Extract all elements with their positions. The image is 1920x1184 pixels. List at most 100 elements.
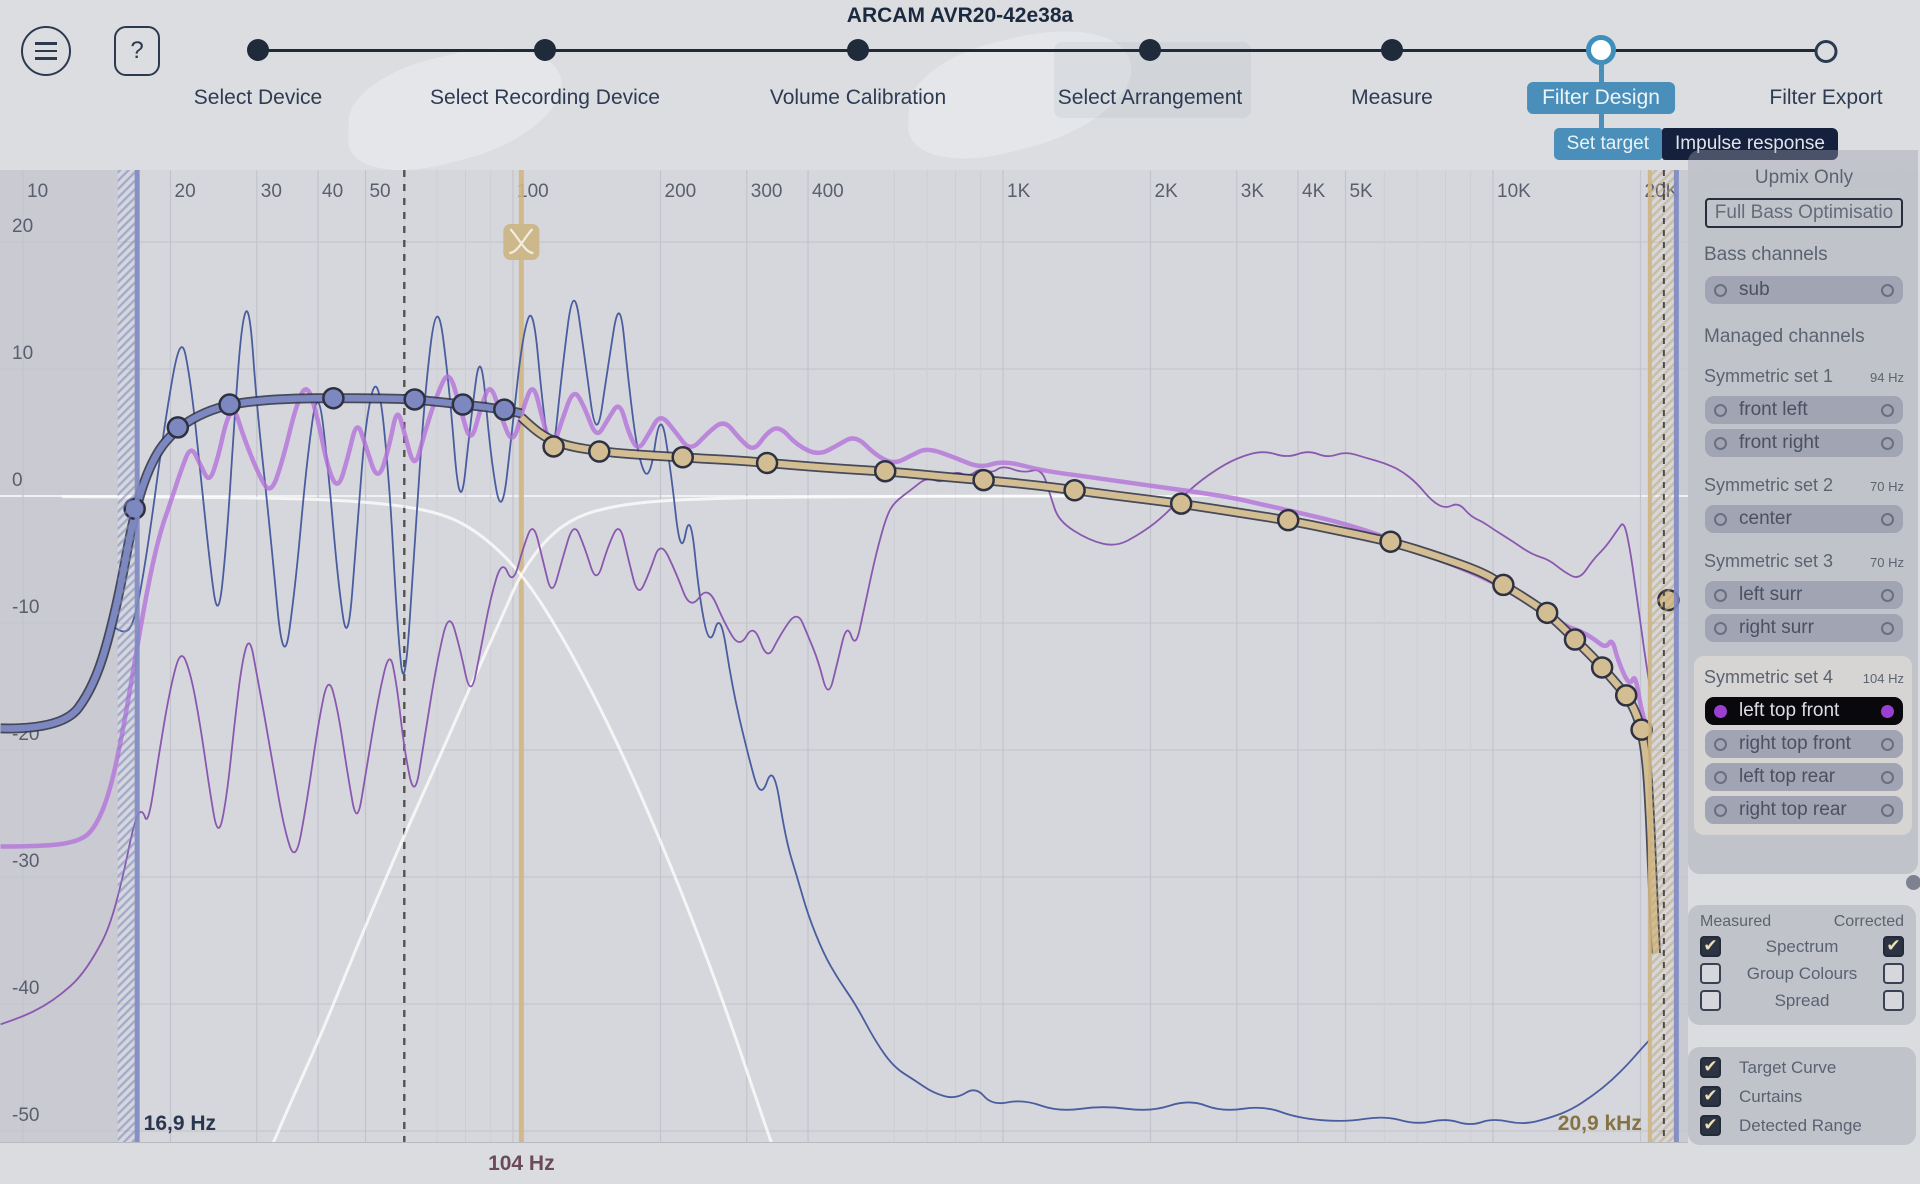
scrollbar-thumb[interactable] [1906, 875, 1920, 890]
right-curtain-hatch[interactable] [1651, 170, 1676, 1143]
target-handle[interactable] [1535, 601, 1559, 625]
channel-pill-label: left surr [1739, 584, 1803, 605]
channel-pill-right-surr[interactable]: right surr [1705, 614, 1903, 642]
upmix-only-button[interactable]: Upmix Only [1705, 164, 1903, 192]
channel-dot-icon [1714, 283, 1727, 297]
target-handle[interactable] [873, 459, 897, 483]
crossover-highpass-curve [271, 494, 1090, 1143]
set-crossover-frequency: 70 Hz [1870, 479, 1904, 494]
stepper-connector [1599, 60, 1604, 84]
hamburger-menu-button[interactable] [21, 26, 71, 76]
channel-pill-label: sub [1739, 279, 1770, 300]
step-label-measure[interactable]: Measure [1351, 86, 1433, 109]
set-crossover-frequency: 104 Hz [1862, 671, 1904, 686]
left-curtain-hatch[interactable] [117, 170, 135, 1143]
target-handle[interactable] [972, 468, 995, 492]
channel-pill-center[interactable]: center [1705, 505, 1903, 533]
frequency-response-chart[interactable]: 10203040501002003004001K2K3K4K5K10K20K20… [0, 170, 1688, 1143]
channel-pill-left-top-front[interactable]: left top front [1705, 697, 1903, 725]
svg-text:50: 50 [369, 181, 390, 202]
step-label-select-arrangement[interactable]: Select Arrangement [1057, 86, 1243, 109]
checkbox-corrected-group-colours[interactable]: ✔ [1883, 963, 1904, 984]
channel-dot-icon [1881, 621, 1894, 635]
step-dot-select-arrangement[interactable] [1139, 39, 1161, 61]
target-handle[interactable] [403, 388, 426, 411]
tab-impulse-response[interactable]: Impulse response [1662, 128, 1838, 160]
channel-dot-icon [1714, 588, 1727, 602]
step-label-filter-export[interactable]: Filter Export [1769, 86, 1883, 109]
svg-text:10: 10 [12, 343, 33, 364]
target-handle[interactable] [671, 446, 694, 469]
channel-pill-left-surr[interactable]: left surr [1705, 581, 1903, 609]
crossover-frequency-label: 104 Hz [488, 1152, 555, 1175]
checkbox-curtains[interactable]: ✔ [1700, 1086, 1721, 1107]
set-block-symmetric-set-3: Symmetric set 3 70 Hz left surr right surr [1702, 551, 1906, 642]
checkbox-measured-spectrum[interactable]: ✔ [1700, 936, 1721, 957]
svg-text:30: 30 [261, 181, 282, 202]
svg-text:2K: 2K [1155, 181, 1179, 202]
channel-pill-right-top-front[interactable]: right top front [1705, 730, 1903, 758]
target-handle[interactable] [1169, 492, 1193, 515]
target-handle[interactable] [588, 440, 611, 463]
channel-dot-icon [1714, 803, 1727, 817]
step-label-volume-calibration[interactable]: Volume Calibration [769, 86, 947, 109]
svg-text:200: 200 [665, 181, 697, 202]
step-dot-select-device[interactable] [247, 39, 269, 61]
channel-dot-icon [1881, 803, 1894, 817]
step-dot-volume-calibration[interactable] [847, 39, 869, 61]
checkbox-corrected-spread[interactable]: ✔ [1883, 990, 1904, 1011]
step-dot-select-recording-device[interactable] [534, 39, 556, 61]
target-handle[interactable] [1276, 508, 1300, 532]
stepper-connector [1599, 110, 1604, 130]
channel-pill-front-right[interactable]: front right [1705, 429, 1903, 457]
channel-pill-label: front right [1739, 432, 1820, 453]
target-handle[interactable] [1063, 479, 1086, 502]
overlay-row-target-curve: ✔ Target Curve [1700, 1057, 1904, 1078]
channel-dot-icon [1714, 436, 1727, 450]
chart-overlays-panel: ✔ Target Curve ✔ Curtains ✔ Detected Range [1688, 1047, 1916, 1145]
target-handle[interactable] [1379, 530, 1402, 553]
target-handle[interactable] [1614, 684, 1638, 707]
help-button[interactable]: ? [114, 26, 160, 76]
checkbox-target-curve[interactable]: ✔ [1700, 1057, 1721, 1078]
full-bass-optimisation-button[interactable]: Full Bass Optimisatio [1705, 198, 1903, 228]
target-handle[interactable] [218, 393, 241, 416]
target-handle[interactable] [755, 451, 779, 475]
target-handle[interactable] [166, 416, 190, 439]
svg-text:20: 20 [175, 181, 196, 202]
set-name: Symmetric set 4 [1704, 667, 1834, 687]
channel-pill-sub[interactable]: sub [1705, 276, 1903, 304]
spectrum-display-panel: Measured Corrected ✔ Spectrum ✔ ✔ Group Colo… [1688, 905, 1916, 1025]
right-curtain-line[interactable] [1647, 170, 1652, 1143]
channels-sidebar: Upmix Only Full Bass Optimisatio Bass ch… [1688, 150, 1918, 874]
svg-text:40: 40 [322, 181, 343, 202]
checkbox-corrected-spectrum[interactable]: ✔ [1883, 936, 1904, 957]
crossover-handle-icon[interactable] [503, 224, 540, 260]
channel-pill-front-left[interactable]: front left [1705, 396, 1903, 424]
checkbox-measured-spread[interactable]: ✔ [1700, 990, 1721, 1011]
checkbox-measured-group-colours[interactable]: ✔ [1700, 963, 1721, 984]
channel-pill-label: left top rear [1739, 766, 1836, 787]
step-label-select-device[interactable]: Select Device [193, 86, 323, 109]
channel-pill-right-top-rear[interactable]: right top rear [1705, 796, 1903, 824]
target-handle[interactable] [451, 393, 475, 416]
channel-dot-icon [1881, 588, 1894, 602]
step-dot-filter-export[interactable] [1814, 40, 1838, 63]
measured-column-header: Measured [1700, 913, 1772, 930]
corrected-column-header: Corrected [1833, 913, 1904, 930]
checkbox-detected-range[interactable]: ✔ [1700, 1115, 1721, 1136]
step-dot-measure[interactable] [1381, 39, 1403, 61]
step-label-select-recording-device[interactable]: Select Recording Device [430, 86, 660, 109]
target-handle[interactable] [322, 386, 345, 410]
check-mark-icon: ✔ [1703, 1115, 1718, 1134]
channel-pill-left-top-rear[interactable]: left top rear [1705, 763, 1903, 791]
step-label-filter-design[interactable]: Filter Design [1527, 82, 1675, 114]
target-handle[interactable] [1563, 628, 1587, 651]
target-handle[interactable] [1492, 573, 1515, 597]
display-row-spectrum: ✔ Spectrum ✔ [1700, 936, 1904, 957]
target-handle[interactable] [542, 435, 565, 458]
tab-set-target[interactable]: Set target [1553, 128, 1663, 160]
set-name: Symmetric set 1 [1704, 366, 1834, 386]
target-handle[interactable] [493, 398, 516, 421]
target-handle[interactable] [1590, 656, 1614, 679]
